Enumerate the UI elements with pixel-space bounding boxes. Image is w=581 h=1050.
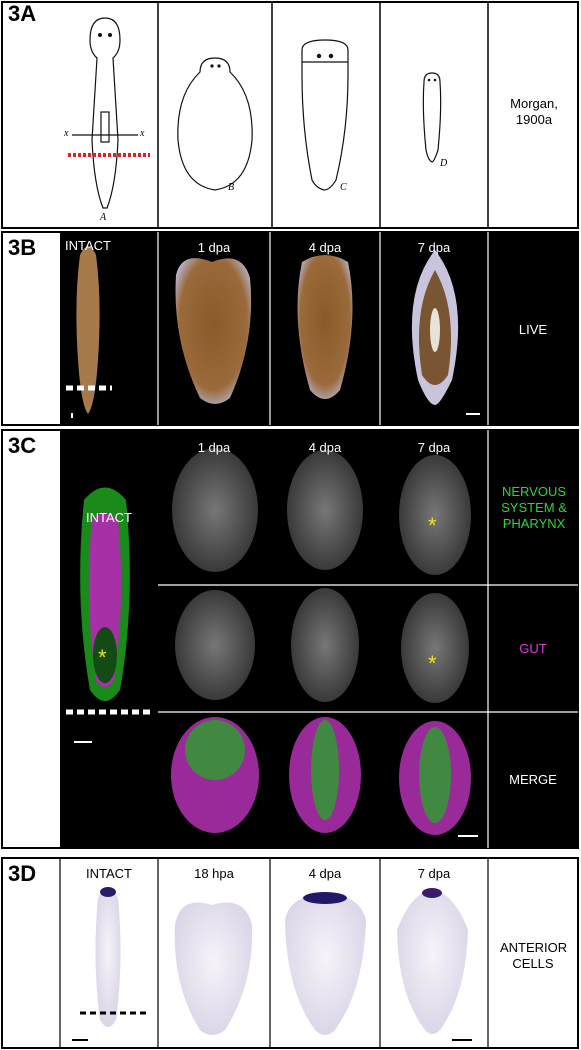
column-header: 18 hpa — [194, 866, 234, 881]
column-header: INTACT — [86, 510, 132, 525]
column-header: 7 dpa — [417, 440, 451, 455]
column-header: 4 dpa — [308, 440, 342, 455]
pharynx-marker: * — [428, 651, 437, 676]
column-header: 7 dpa — [417, 866, 451, 881]
column-header: 7 dpa — [417, 240, 451, 255]
row-label: NERVOUS SYSTEM & PHARYNX — [501, 484, 567, 531]
axis-mark: x — [64, 128, 69, 139]
confocal-worms — [80, 448, 471, 835]
column-header: 1 dpa — [197, 440, 231, 455]
drawings — [72, 17, 442, 209]
row-label: LIVE — [518, 322, 548, 337]
citation: Morgan, 1900a — [510, 96, 558, 127]
pharynx-marker: * — [428, 513, 437, 538]
row-label: GUT — [519, 641, 547, 656]
column-header: 4 dpa — [308, 240, 342, 255]
row-label: ANTERIOR CELLS — [500, 940, 568, 971]
column-header: 4 dpa — [308, 866, 342, 881]
live-worms — [76, 246, 459, 414]
pharynx-marker: * — [98, 645, 107, 670]
dividers — [158, 430, 578, 848]
panel-label: 3A — [8, 1, 37, 26]
drawing-label: A — [100, 212, 107, 223]
panel-frame — [1, 429, 579, 849]
column-header: 1 dpa — [197, 240, 231, 255]
drawing-label: D — [440, 158, 448, 169]
drawing-label: C — [340, 182, 347, 193]
dividers — [59, 858, 489, 1048]
panel-label: 3C — [8, 433, 37, 458]
panel-frame — [1, 231, 579, 426]
stained-worms — [95, 887, 468, 1035]
panel-label: 3D — [8, 861, 37, 886]
column-header: INTACT — [86, 866, 132, 881]
dividers — [157, 2, 489, 228]
row-label: MERGE — [509, 772, 557, 787]
axis-mark: x — [140, 128, 145, 139]
panel-label: 3B — [8, 235, 37, 260]
drawing-label: B — [228, 182, 235, 193]
column-header: INTACT — [65, 238, 111, 253]
panel-frame — [1, 1, 579, 229]
eyespots — [98, 33, 437, 82]
dividers — [157, 232, 489, 425]
